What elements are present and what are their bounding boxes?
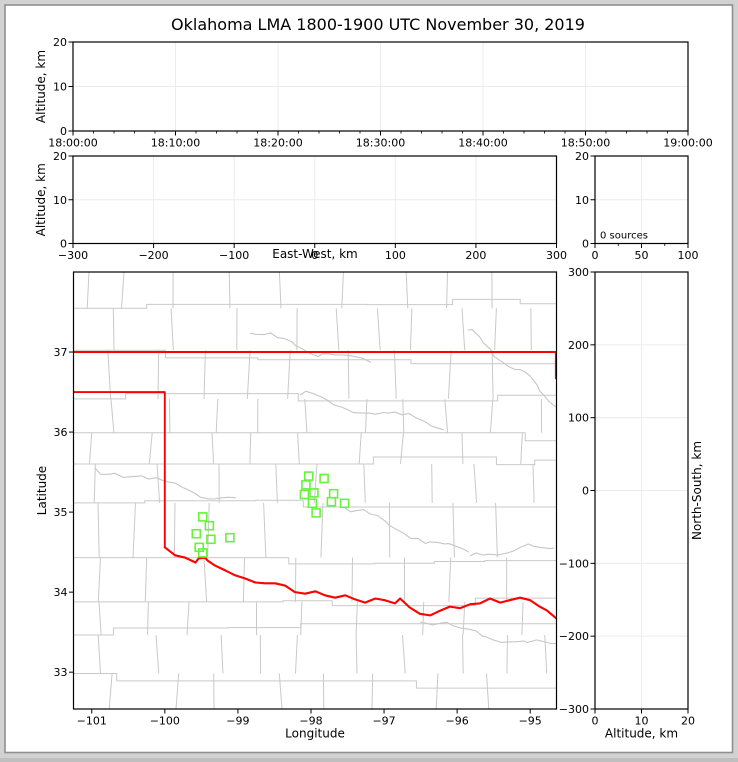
x-tick-label: 0 <box>592 715 599 728</box>
x-tick-label: 0 <box>592 249 599 262</box>
y-tick-label: 37 <box>54 346 68 359</box>
x-tick-label: 20 <box>681 715 695 728</box>
source-count-annotation: 0 sources <box>600 231 648 242</box>
y-tick-label: 36 <box>54 426 68 439</box>
x-tick-label: −100 <box>219 249 249 262</box>
x-tick-label: −100 <box>150 715 180 728</box>
y-tick-label: 200 <box>568 339 589 352</box>
x-tick-label: −101 <box>77 715 107 728</box>
ns-panel-xlabel: Altitude, km <box>605 727 678 741</box>
x-tick-label: 18:20:00 <box>253 137 302 150</box>
y-tick-label: 33 <box>54 666 68 679</box>
x-tick-label: 18:50:00 <box>561 137 610 150</box>
figure-canvas <box>5 5 733 753</box>
x-tick-label: 100 <box>385 249 406 262</box>
y-tick-label: 35 <box>54 506 68 519</box>
x-tick-label: 18:00:00 <box>48 137 97 150</box>
y-tick-label: 0 <box>582 238 589 251</box>
y-tick-label: 10 <box>53 194 67 207</box>
x-tick-label: −95 <box>519 715 542 728</box>
x-tick-label: 300 <box>546 249 567 262</box>
y-tick-label: 0 <box>60 125 67 138</box>
y-tick-label: 0 <box>582 485 589 498</box>
y-tick-label: 34 <box>54 586 68 599</box>
y-tick-label: 20 <box>575 150 589 163</box>
x-tick-label: 18:40:00 <box>458 137 507 150</box>
y-tick-label: 10 <box>53 81 67 94</box>
x-tick-label: −99 <box>226 715 249 728</box>
ns-panel-ylabel: North-South, km <box>690 441 704 540</box>
map-xlabel: Longitude <box>285 727 345 741</box>
y-tick-label: 0 <box>60 238 67 251</box>
x-tick-label: 19:00:00 <box>663 137 712 150</box>
y-tick-label: −100 <box>559 557 589 570</box>
figure-title: Oklahoma LMA 1800-1900 UTC November 30, … <box>171 15 585 34</box>
x-tick-label: −96 <box>446 715 469 728</box>
x-tick-label: −97 <box>372 715 395 728</box>
ew-panel-xlabel: East-West, km <box>272 247 358 261</box>
y-tick-label: −200 <box>559 630 589 643</box>
time-panel-ylabel: Altitude, km <box>34 50 48 123</box>
x-tick-label: −300 <box>58 249 88 262</box>
y-tick-label: 300 <box>568 266 589 279</box>
x-tick-label: 200 <box>465 249 486 262</box>
map-ylabel: Latitude <box>35 466 49 515</box>
x-tick-label: 50 <box>635 249 649 262</box>
y-tick-label: 100 <box>568 412 589 425</box>
y-tick-label: −300 <box>559 703 589 716</box>
y-tick-label: 10 <box>575 194 589 207</box>
x-tick-label: 18:30:00 <box>356 137 405 150</box>
x-tick-label: −200 <box>138 249 168 262</box>
y-tick-label: 20 <box>53 150 67 163</box>
x-tick-label: 100 <box>678 249 699 262</box>
ew-panel-ylabel: Altitude, km <box>34 163 48 236</box>
x-tick-label: 18:10:00 <box>151 137 200 150</box>
y-tick-label: 20 <box>53 36 67 49</box>
